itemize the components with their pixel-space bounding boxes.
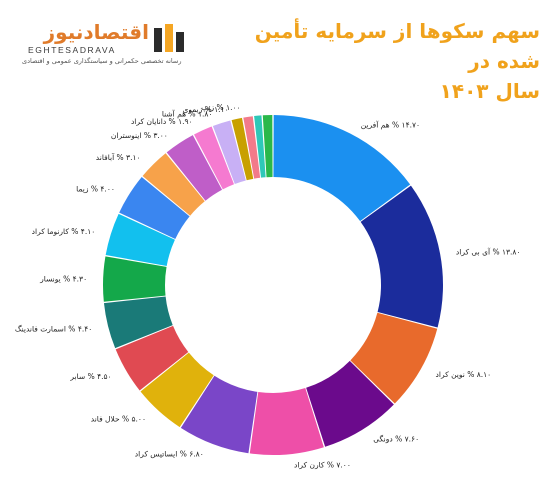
slice-اینوستران: [166, 135, 223, 201]
brand-tagline: رسانه تخصصی حکمرانی و سیاستگذاری عمومی و…: [22, 57, 182, 65]
slice-ایساتیس-کراد: [180, 375, 258, 454]
slice-label-یونسار: ۴.۳۰ % یونسار: [39, 275, 87, 284]
slice-label-هم-آشنا: ۱.۸۰ % هم آشنا: [162, 108, 213, 118]
slice-label-کارن-کراد: ۷.۰۰ % کارن کراد: [294, 460, 351, 469]
slice-اسمارت-فاندینگ: [103, 296, 173, 349]
slice-label-زیما: ۴.۰۰ % زیما: [76, 185, 115, 194]
slice-یونسار: [103, 256, 167, 302]
slice-هم-آشنا: [212, 120, 246, 184]
slice-label-زیموی: ۱.۱۰ % زیموی: [182, 105, 228, 114]
slice-کارنوما-کراد: [105, 213, 175, 266]
slice-کارن-کراد: [249, 388, 324, 455]
slice-label-اینوستران: ۳.۰۰ % اینوستران: [111, 131, 168, 140]
slice-label-زیپ: ۱.۰۰ % زیپ: [201, 103, 240, 112]
brand-latin-name: EGHTESADRAVA: [28, 45, 116, 55]
slice-دونگی: [306, 360, 394, 447]
chart-title-line-1: سهم سکوها از سرمایه تأمین شده در: [254, 19, 540, 73]
slice-دانایان-کراد: [194, 126, 235, 190]
chart-title-line-2: سال ۱۴۰۳: [439, 79, 540, 103]
slice-unlabeled-18: [254, 115, 266, 178]
slice-label-ایساتیس-کراد: ۶.۸۰ % ایساتیس کراد: [135, 450, 204, 459]
slice-زیپ: [243, 116, 261, 179]
slice-زیموی: [231, 117, 254, 181]
slice-label-کارنوما-کراد: ۴.۱۰ % کارنوما کراد: [32, 227, 96, 236]
slice-label-سابر: ۴.۵۰ % سابر: [69, 372, 111, 381]
brand-logo: اقتصادنیوز EGHTESADRAVA رسانه تخصصی حکمر…: [22, 18, 187, 68]
slice-هم-آفرین: [273, 115, 411, 222]
chart-title: سهم سکوها از سرمایه تأمین شده در سال ۱۴۰…: [240, 16, 540, 106]
slice-حلال-فاند: [140, 352, 214, 428]
brand-name: اقتصادنیوز: [43, 20, 149, 44]
slice-label-آبافاند: ۳.۱۰ % آبافاند: [96, 152, 141, 162]
slice-label-اسمارت-فاندینگ: ۴.۴۰ % اسمارت فاندینگ: [15, 324, 92, 333]
slice-label-هم-آفرین: ۱۴.۷۰ % هم آفرین: [361, 120, 420, 130]
slice-unlabeled-19: [262, 115, 273, 178]
slice-آبافاند: [142, 153, 205, 216]
slice-زیما: [119, 176, 190, 240]
slice-label-نوین-کراد: ۸.۱۰ % نوین کراد: [436, 370, 492, 379]
brand-mark-icon: [154, 24, 184, 52]
slice-label-دانایان-کراد: ۱.۹۰ % دانایان کراد: [131, 117, 193, 126]
slice-label-حلال-فاند: ۵.۰۰ % حلال فاند: [91, 414, 146, 423]
slice-label-آی-بی-کراد: ۱۳.۸۰ % آی بی کراد: [456, 247, 521, 257]
slice-label-دونگی: ۷.۶۰ % دونگی: [373, 434, 419, 443]
slice-سابر: [115, 325, 189, 391]
slice-نوین-کراد: [350, 312, 438, 404]
slice-آی-بی-کراد: [360, 185, 443, 328]
